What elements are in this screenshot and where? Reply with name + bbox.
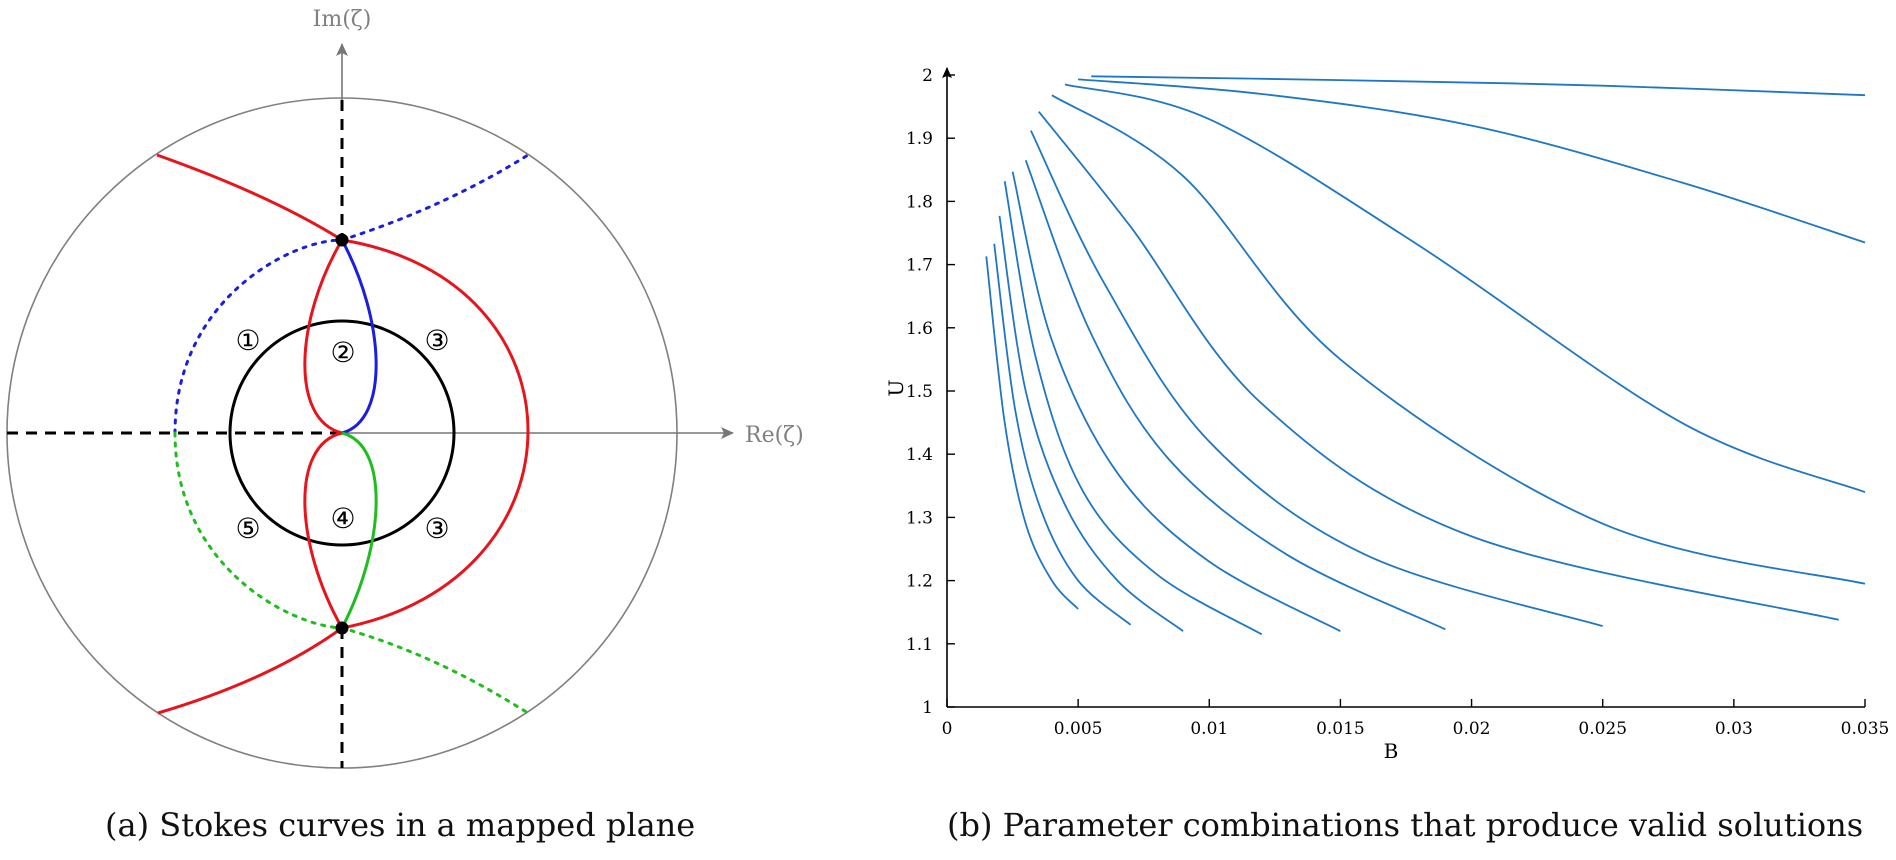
x-tick-label: 0.02 xyxy=(1453,719,1491,739)
y-tick-label: 1.6 xyxy=(906,319,933,339)
series-line-9 xyxy=(1051,94,1866,585)
series-line-6 xyxy=(1024,159,1446,631)
y-tick-label: 1.2 xyxy=(906,572,933,592)
y-tick-label: 1.5 xyxy=(906,382,933,402)
green-loop-lower-right xyxy=(340,431,378,629)
y-tick-label: 1.4 xyxy=(906,445,933,465)
imag-axis-label: Im(ζ) xyxy=(313,7,372,32)
region-label-5: ⑤ xyxy=(235,512,260,545)
red-stokes-curve-top-left xyxy=(156,153,343,242)
series-line-12 xyxy=(1091,75,1866,97)
y-axis-label: U xyxy=(884,380,908,397)
region-label-2: ② xyxy=(330,336,355,369)
series-line-10 xyxy=(1064,83,1866,493)
data-lines xyxy=(985,75,1866,636)
caption-panel-a: (a) Stokes curves in a mapped plane xyxy=(105,806,696,844)
x-axis-label: B xyxy=(1384,739,1399,763)
axis-ticks: 0 0.005 0.01 0.015 0.02 0.025 0.03 0.035 1 1.1 1.2… xyxy=(906,66,1889,739)
x-tick-label: 0.01 xyxy=(1190,719,1228,739)
y-tick-label: 2 xyxy=(922,66,933,86)
panel-a: Re(ζ) Im(ζ) ① ② ③ ③ ④ ⑤ xyxy=(6,7,804,769)
series-line-1 xyxy=(985,256,1079,610)
x-tick-label: 0.035 xyxy=(1841,719,1890,739)
x-tick-label: 0.025 xyxy=(1578,719,1627,739)
green-dotted-curve xyxy=(173,431,530,715)
series-line-7 xyxy=(1030,130,1603,627)
series-line-2 xyxy=(993,243,1132,626)
blue-dotted-curve xyxy=(173,153,530,435)
x-tick-label: 0.03 xyxy=(1715,719,1753,739)
y-tick-label: 1.1 xyxy=(906,635,933,655)
inner-black-circle xyxy=(228,319,456,547)
caption-panel-b: (b) Parameter combinations that produce … xyxy=(947,806,1864,844)
region-label-3-upper: ③ xyxy=(424,324,449,357)
y-tick-label: 1.3 xyxy=(906,508,933,528)
y-tick-label: 1.7 xyxy=(906,256,933,276)
real-axis-label: Re(ζ) xyxy=(745,423,804,448)
y-tick-label: 1 xyxy=(922,698,933,718)
series-line-3 xyxy=(998,215,1184,632)
x-tick-label: 0.015 xyxy=(1316,719,1365,739)
series-line-8 xyxy=(1038,111,1839,621)
red-loop-lower-left xyxy=(303,431,344,629)
series-line-11 xyxy=(1078,78,1866,244)
x-tick-label: 0 xyxy=(942,719,953,739)
region-label-4: ④ xyxy=(330,502,355,535)
region-label-3-lower: ③ xyxy=(424,512,449,545)
red-stokes-curve-right-arc xyxy=(341,238,530,630)
series-line-4 xyxy=(1003,181,1263,636)
red-loop-upper-left xyxy=(303,239,344,435)
blue-loop-upper-right xyxy=(340,239,378,435)
y-tick-label: 1.8 xyxy=(906,192,933,212)
critical-point-lower xyxy=(335,621,349,635)
panel-b-chart: 0 0.005 0.01 0.015 0.02 0.025 0.03 0.035 1 1.1 1.2… xyxy=(884,66,1889,763)
y-tick-label: 1.9 xyxy=(906,129,933,149)
series-line-5 xyxy=(1011,171,1341,632)
critical-point-upper xyxy=(335,233,349,247)
red-stokes-curve-bottom-left xyxy=(157,626,343,715)
region-label-1: ① xyxy=(235,324,260,357)
x-tick-label: 0.005 xyxy=(1054,719,1103,739)
